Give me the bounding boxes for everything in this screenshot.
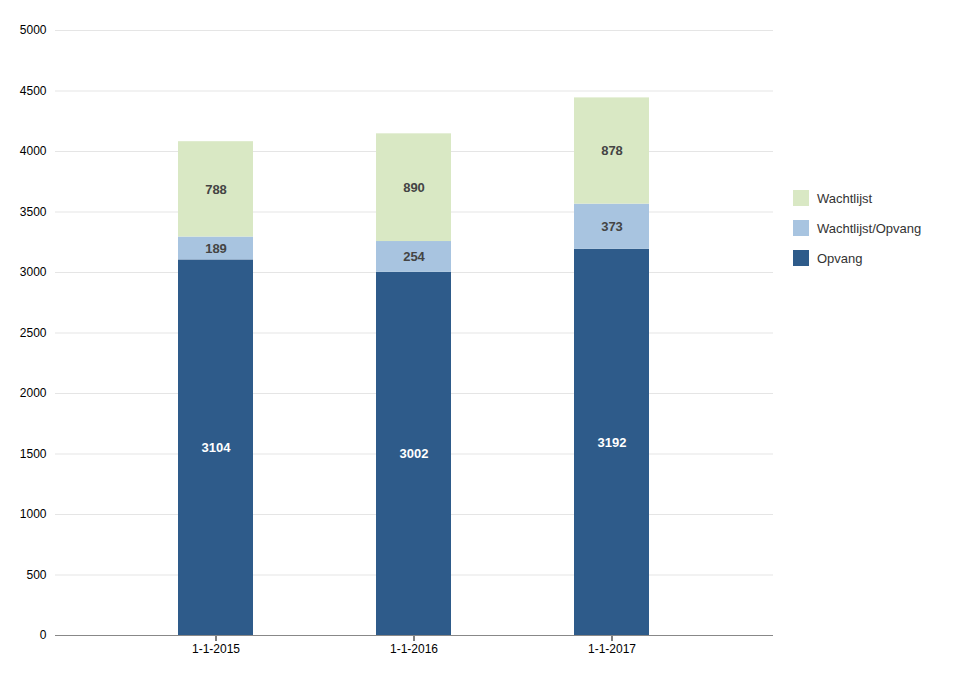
svg-text:254: 254 [403,249,425,264]
html-text:Opvang: Opvang [817,250,863,266]
svg-text:4000: 4000 [20,144,47,158]
svg-text:878: 878 [601,143,623,158]
svg-text:1000: 1000 [20,507,47,521]
svg-text:373: 373 [601,219,623,234]
svg-text:3104: 3104 [202,440,232,455]
svg-text:4500: 4500 [20,84,47,98]
svg-text:1500: 1500 [20,447,47,461]
svg-text:3192: 3192 [598,435,627,450]
svg-text:1-1-2015: 1-1-2015 [192,642,240,656]
html-text:Wachtlijst/Opvang: Wachtlijst/Opvang [817,220,922,236]
html-text:Wachtlijst: Wachtlijst [817,190,873,206]
svg-text:3000: 3000 [20,265,47,279]
svg-text:1-1-2016: 1-1-2016 [390,642,438,656]
svg-text:189: 189 [205,241,227,256]
svg-text:5000: 5000 [20,23,47,37]
svg-text:3002: 3002 [400,446,429,461]
svg-text:890: 890 [403,180,425,195]
svg-text:1-1-2017: 1-1-2017 [588,642,636,656]
svg-text:3500: 3500 [20,205,47,219]
svg-text:0: 0 [40,628,47,642]
svg-text:500: 500 [26,568,46,582]
svg-text:2000: 2000 [20,386,47,400]
svg-text:2500: 2500 [20,326,47,340]
svg-text:788: 788 [205,182,227,197]
